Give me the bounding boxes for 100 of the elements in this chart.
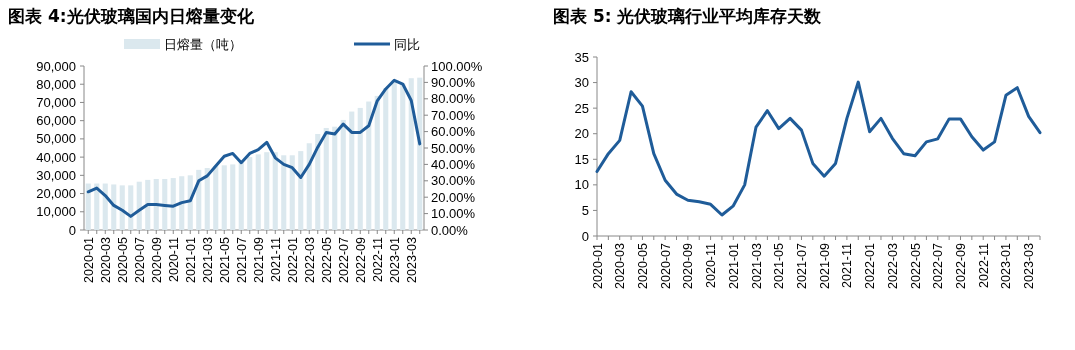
y2-tick-label: 90.00% [431,74,476,90]
y-tick-label: 90,000 [36,58,76,74]
x-tick-label: 2020-11 [166,236,181,282]
y2-tick-label: 60.00% [431,124,476,140]
x-tick-label: 2020-07 [132,236,147,283]
bar [272,152,278,230]
bar [306,143,312,230]
line-series [595,80,1042,217]
x-tick-label: 2022-11 [370,236,385,282]
y-tick-label: 10 [574,177,589,193]
bar [332,126,338,230]
y2-tick-label: 30.00% [431,173,476,189]
x-tick-label: 2022-01 [863,242,878,289]
chart-title: 图表 5: 光伏玻璃行业平均库存天数 [553,6,823,26]
bar [417,77,423,230]
y-tick-label: 5 [581,202,589,218]
x-tick-label: 2021-05 [217,236,232,283]
y2-tick-label: 10.00% [431,206,476,222]
bar [374,95,380,230]
bar [204,168,210,230]
y2-tick-label: 80.00% [431,91,476,107]
bar [230,164,236,230]
x-tick-label: 2022-11 [976,242,991,288]
y-tick-label: 15 [574,151,589,167]
x-tick-label: 2020-09 [681,242,696,289]
y-tick-label: 50,000 [36,131,76,147]
bar [255,154,261,230]
y-tick-label: 70,000 [36,94,76,110]
x-tick-label: 2021-09 [817,242,832,289]
bar [400,83,406,230]
y-tick-label: 25 [574,100,589,116]
x-tick-label: 2021-03 [200,236,215,283]
bar [170,178,176,230]
x-tick-label: 2020-01 [590,242,605,289]
bar [111,184,117,230]
line-series [86,78,422,218]
bar [221,165,227,230]
x-tick-label: 2023-01 [387,236,402,283]
x-tick-label: 2022-01 [285,236,300,283]
x-tick-label: 2021-09 [251,236,266,283]
y2-tick-label: 40.00% [431,156,476,172]
bar [153,178,159,230]
bar [119,185,125,230]
x-tick-label: 2023-03 [404,236,419,283]
bar [238,162,244,230]
bar [315,133,321,230]
x-tick-label: 2020-09 [149,236,164,283]
x-tick-label: 2020-01 [81,236,96,283]
y2-tick-label: 50.00% [431,140,476,156]
bar [323,127,329,230]
y2-tick-label: 70.00% [431,107,476,123]
bar [179,176,185,230]
x-tick-label: 2020-07 [658,242,673,289]
y-tick-label: 40,000 [36,149,76,165]
x-tick-label: 2020-11 [704,242,719,288]
bar [383,88,389,230]
bar [281,155,287,230]
x-tick-label: 2023-03 [1022,242,1037,289]
x-tick-label: 2020-05 [635,242,650,289]
bar [408,78,414,230]
bar [145,179,151,230]
y-tick-label: 20 [574,126,589,142]
x-tick-label: 2021-11 [840,242,855,288]
x-tick-label: 2022-05 [908,242,923,289]
y-tick-label: 30,000 [36,167,76,183]
x-tick-label: 2022-07 [931,242,946,289]
y2-tick-label: 100.00% [431,58,483,74]
x-tick-label: 2023-01 [999,242,1014,289]
x-tick-label: 2022-03 [302,236,317,283]
bar [340,119,346,230]
bar [298,151,304,230]
x-tick-label: 2021-07 [794,242,809,289]
bar [289,155,295,230]
y-tick-label: 10,000 [36,204,76,220]
x-tick-label: 2022-05 [319,236,334,283]
x-tick-label: 2022-09 [953,242,968,289]
x-tick-label: 2020-03 [613,242,628,289]
x-tick-label: 2021-03 [749,242,764,289]
x-tick-label: 2020-03 [98,236,113,283]
bar [357,107,363,230]
bar [391,80,397,230]
y2-tick-label: 0.00% [431,222,469,238]
y-tick-label: 30 [574,75,589,91]
legend-label: 同比 [394,37,420,52]
y-tick-label: 35 [574,49,589,65]
bar [85,183,91,230]
y-tick-label: 20,000 [36,186,76,202]
x-tick-label: 2021-11 [268,236,283,282]
y-tick-label: 60,000 [36,113,76,129]
bar [136,181,142,230]
y-tick-label: 0 [581,228,589,244]
bar [162,178,168,230]
x-tick-label: 2022-07 [336,236,351,283]
bar [349,111,355,230]
x-tick-label: 2021-07 [234,236,249,283]
x-tick-label: 2022-03 [885,242,900,289]
bar [247,157,253,230]
bar [128,185,134,230]
bar [213,166,219,230]
x-tick-label: 2021-01 [726,242,741,289]
